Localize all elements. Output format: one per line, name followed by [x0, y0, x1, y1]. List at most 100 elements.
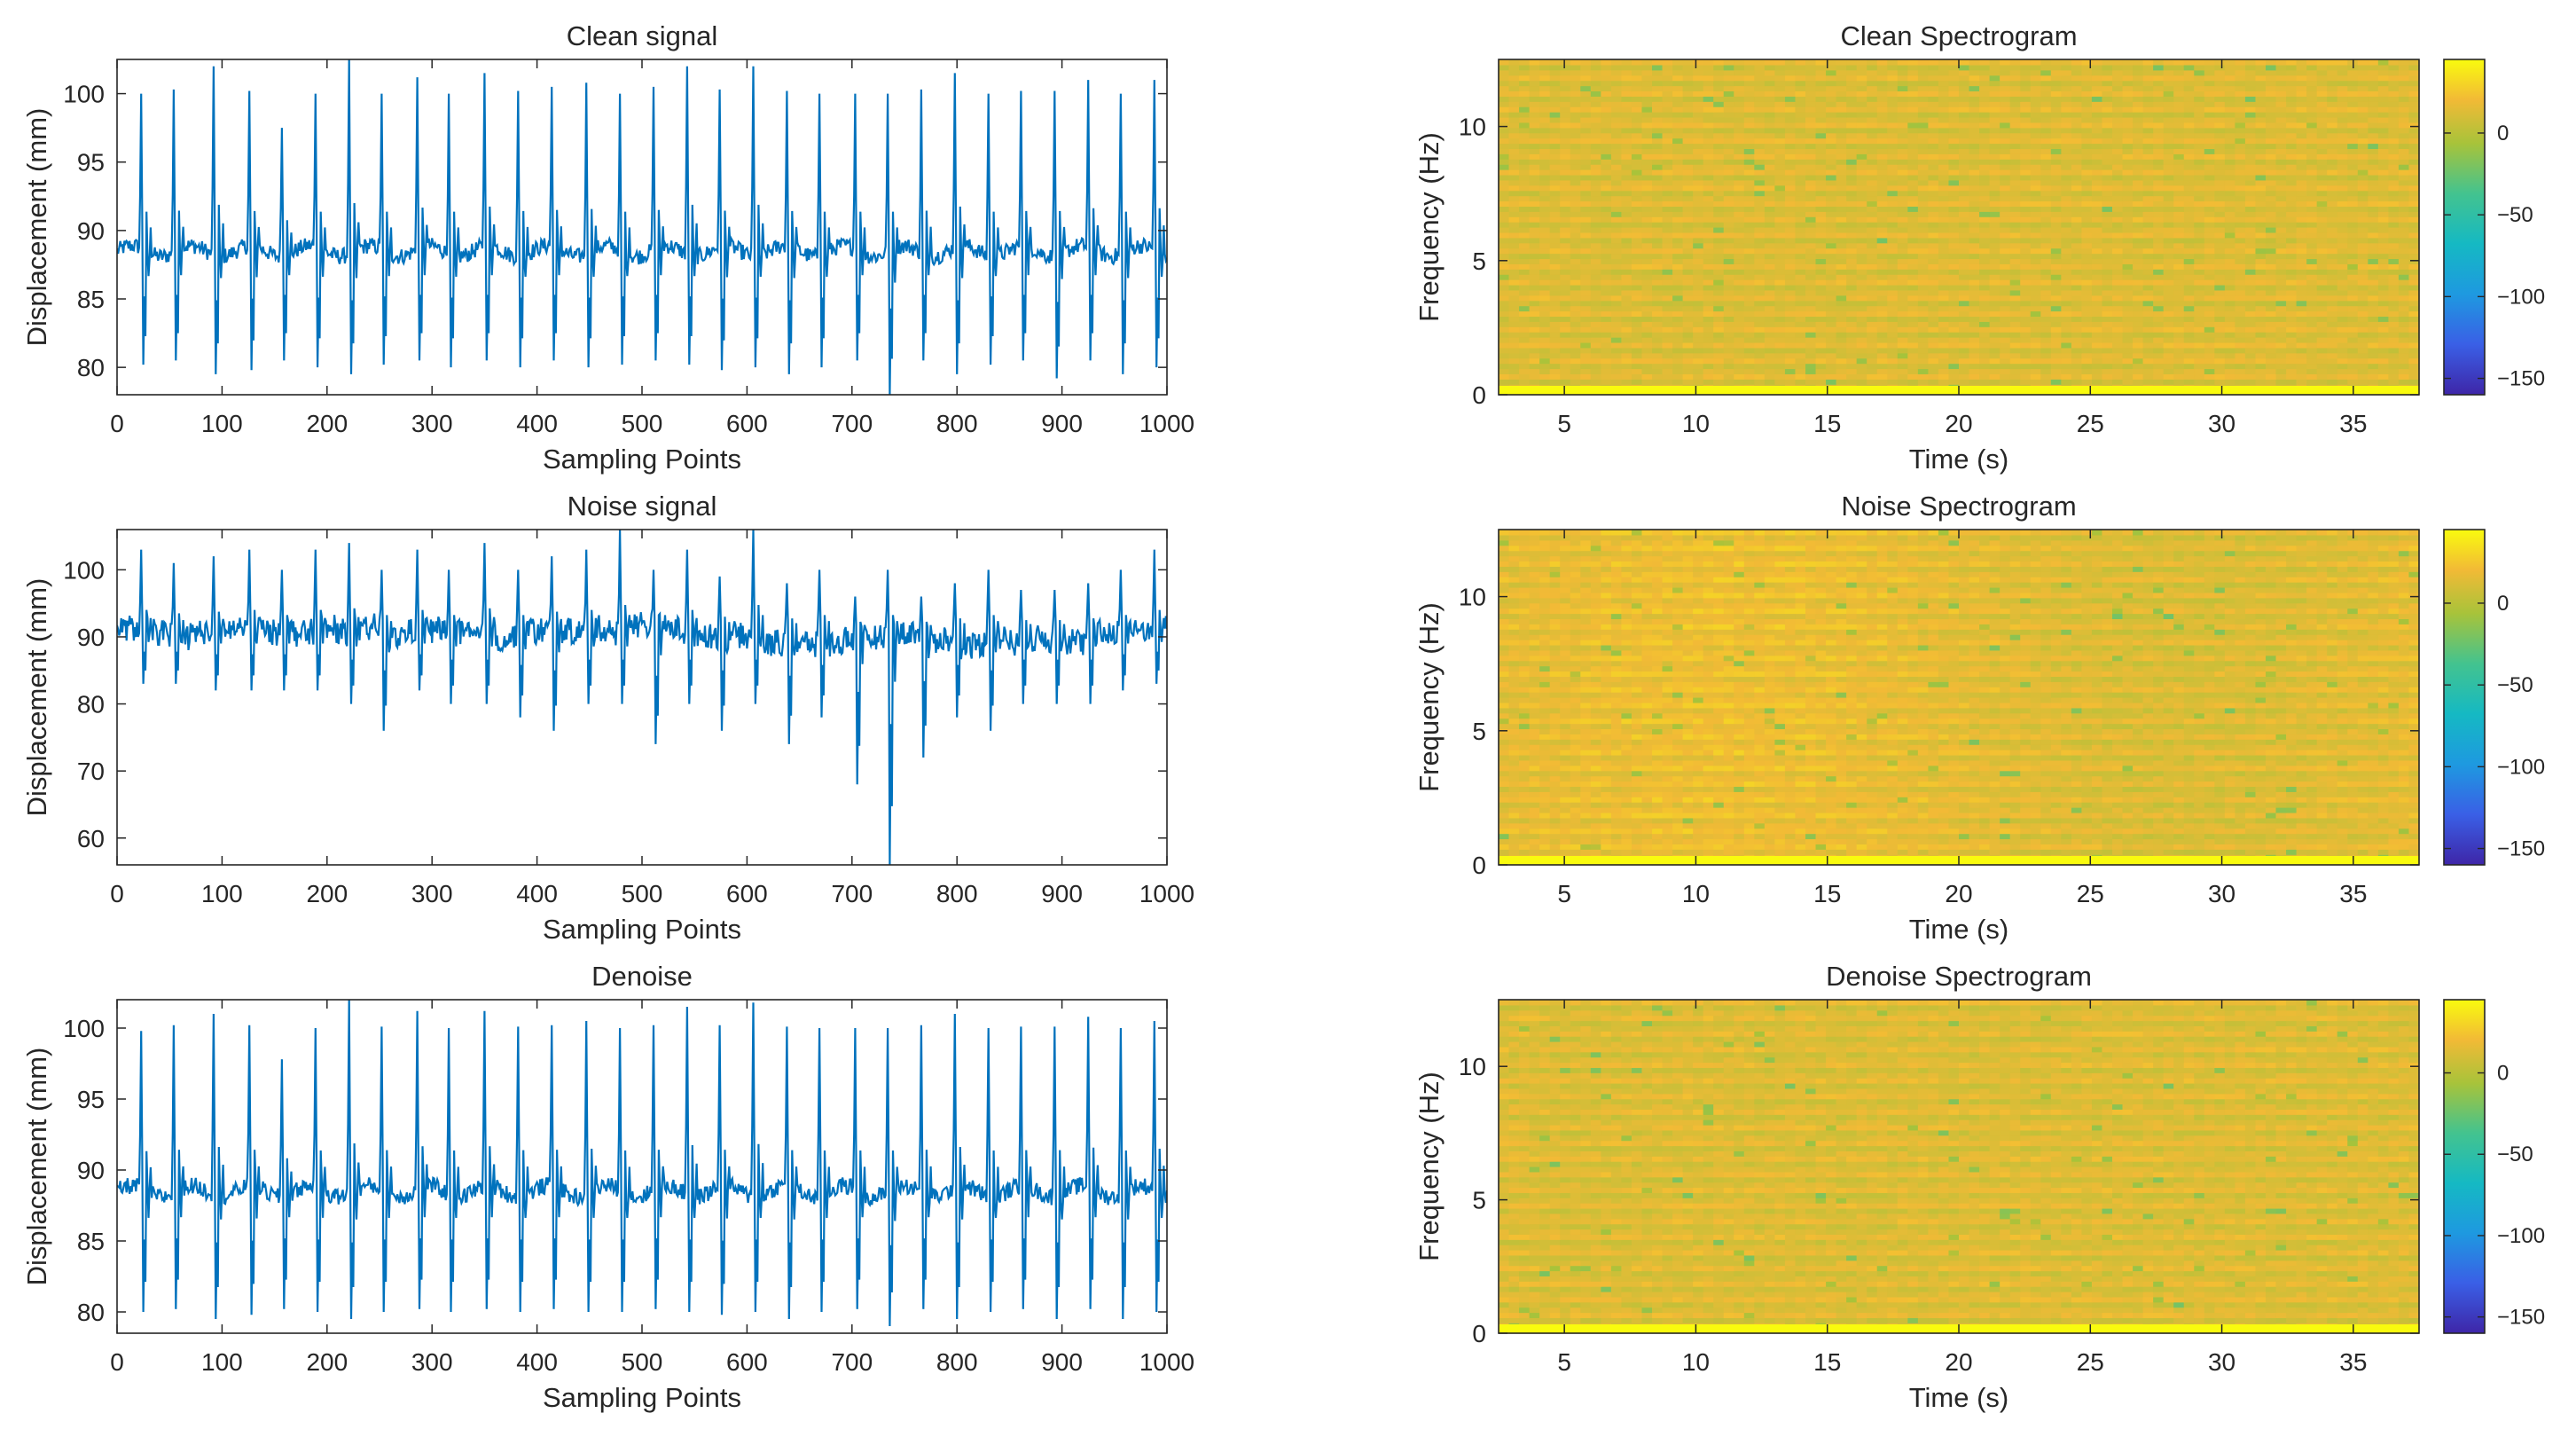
clean-spectrogram-cell — [2224, 159, 2235, 165]
clean-spectrogram-cell — [2112, 200, 2124, 207]
clean-spectrogram-cell — [1560, 316, 1571, 322]
clean-spectrogram-cell — [1641, 127, 1653, 134]
clean-spectrogram-cell — [1703, 132, 1714, 139]
clean-spectrogram-cell — [2286, 357, 2298, 365]
clean-spectrogram-cell — [1969, 106, 1980, 113]
clean-spectrogram-cell — [1764, 169, 1775, 176]
clean-spectrogram-cell — [2133, 253, 2144, 260]
clean-spectrogram-cell — [1519, 379, 1531, 385]
clean-spectrogram-cell — [2357, 321, 2369, 327]
clean-spectrogram-cell — [2122, 368, 2134, 374]
clean-spectrogram-cell — [2377, 321, 2389, 327]
clean-spectrogram-cell — [1815, 112, 1827, 118]
clean-spectrogram-cell — [2081, 227, 2093, 233]
clean-spectrogram-cell — [1764, 112, 1775, 118]
clean-spectrogram-cell — [1682, 179, 1694, 186]
clean-spectrogram-cell — [2327, 132, 2338, 139]
clean-spectrogram-cell — [1570, 289, 1581, 296]
clean-spectrogram-cell — [1662, 112, 1673, 118]
clean-spectrogram-cell — [2408, 242, 2420, 249]
clean-spectrogram-cell — [1580, 347, 1592, 354]
clean-spectrogram-cell — [1713, 289, 1725, 296]
clean-spectrogram-cell — [2255, 127, 2267, 134]
clean-spectrogram-cell — [1508, 159, 1520, 165]
clean-spectrogram-cell — [1907, 190, 1919, 197]
clean-spectrogram-cell — [1508, 227, 1520, 233]
clean-spectrogram-cell — [1969, 164, 1980, 170]
clean-spectrogram-cell — [1907, 258, 1919, 264]
clean-spectrogram-cell — [2020, 305, 2032, 312]
clean-spectrogram-cell — [2377, 326, 2389, 333]
clean-spectrogram-cell — [2377, 337, 2389, 343]
clean-spectrogram-cell — [2204, 190, 2215, 197]
clean-spectrogram-cell — [1508, 237, 1520, 244]
clean-spectrogram-cell — [1610, 143, 1622, 150]
clean-spectrogram-cell — [1743, 289, 1755, 296]
clean-spectrogram-cell — [1846, 289, 1858, 296]
clean-spectrogram-cell — [1734, 190, 1745, 197]
clean-spectrogram-cell — [1815, 216, 1827, 223]
clean-spectrogram-cell — [1499, 284, 1510, 291]
clean-spectrogram-cell — [1917, 337, 1929, 343]
clean-spectrogram-cell — [1846, 122, 1858, 129]
clean-spectrogram-cell — [1580, 284, 1592, 291]
clean-spectrogram-cell — [1734, 294, 1745, 302]
clean-spectrogram-cell — [1693, 106, 1704, 113]
clean-spectrogram-cell — [1519, 284, 1531, 291]
clean-spectrogram-cell — [1897, 206, 1908, 212]
clean-spectrogram-cell — [2306, 132, 2318, 139]
clean-spectrogram-cell — [2009, 122, 2021, 129]
clean-spectrogram-cell — [1723, 153, 1734, 160]
clean-spectrogram-cell — [2296, 289, 2307, 296]
clean-spectrogram-cell — [1580, 326, 1592, 333]
clean-spectrogram-cell — [2102, 253, 2113, 260]
clean-spectrogram-cell — [2316, 200, 2328, 207]
clean-spectrogram-cell — [2163, 153, 2174, 160]
clean-spectrogram-cell — [2235, 232, 2246, 239]
clean-spectrogram-cell — [1682, 284, 1694, 291]
clean-spectrogram-cell — [1713, 274, 1725, 280]
clean-spectrogram-cell — [2347, 310, 2359, 318]
clean-spectrogram-cell — [2112, 337, 2124, 343]
clean-spectrogram-cell — [2316, 279, 2328, 286]
clean-spectrogram-cell — [1529, 137, 1540, 145]
clean-spectrogram-cell — [2009, 106, 2021, 113]
clean-spectrogram-cell — [1641, 227, 1653, 233]
clean-spectrogram-cell — [2235, 169, 2246, 176]
clean-spectrogram-cell — [2337, 127, 2348, 134]
clean-spectrogram-cell — [1519, 112, 1531, 118]
clean-spectrogram-cell — [2296, 137, 2307, 145]
clean-spectrogram-cell — [2275, 347, 2287, 354]
clean-spectrogram-cell — [2266, 316, 2277, 322]
clean-spectrogram-cell — [1959, 237, 1970, 244]
clean-spectrogram-cell — [2224, 116, 2235, 123]
clean-spectrogram-cell — [1734, 332, 1745, 338]
clean-spectrogram-cell — [2306, 185, 2318, 192]
clean-spectrogram-cell — [1560, 274, 1571, 280]
clean-spectrogram-cell — [2000, 200, 2011, 207]
clean-spectrogram-cell — [2142, 132, 2154, 139]
clean-spectrogram-cell — [2224, 274, 2235, 280]
clean-spectrogram-cell — [1590, 379, 1601, 385]
clean-spectrogram-cell — [2091, 216, 2103, 223]
clean-spectrogram-cell — [1590, 190, 1601, 197]
clean-spectrogram-cell — [1989, 179, 2001, 186]
clean-spectrogram-cell — [1979, 237, 1991, 244]
clean-spectrogram-cell — [2142, 357, 2154, 365]
clean-spectrogram-cell — [1601, 143, 1612, 150]
clean-spectrogram-cell — [1815, 195, 1827, 202]
clean-spectrogram-cell — [1734, 200, 1745, 207]
clean-spectrogram-cell — [1713, 347, 1725, 354]
clean-spectrogram-cell — [1826, 274, 1837, 280]
clean-spectrogram-cell — [2009, 112, 2021, 118]
clean-spectrogram-cell — [1989, 269, 2001, 275]
clean-spectrogram-cell — [2337, 159, 2348, 165]
clean-spectrogram-cell — [1590, 185, 1601, 192]
clean-spectrogram-cell — [2214, 174, 2226, 181]
clean-spectrogram-cell — [1713, 300, 1725, 307]
clean-spectrogram-cell — [1570, 342, 1581, 349]
clean-spectrogram-cell — [1549, 174, 1561, 181]
clean-spectrogram-cell — [2306, 116, 2318, 123]
clean-spectrogram-cell — [1826, 227, 1837, 233]
clean-spectrogram-cell — [1539, 200, 1551, 207]
